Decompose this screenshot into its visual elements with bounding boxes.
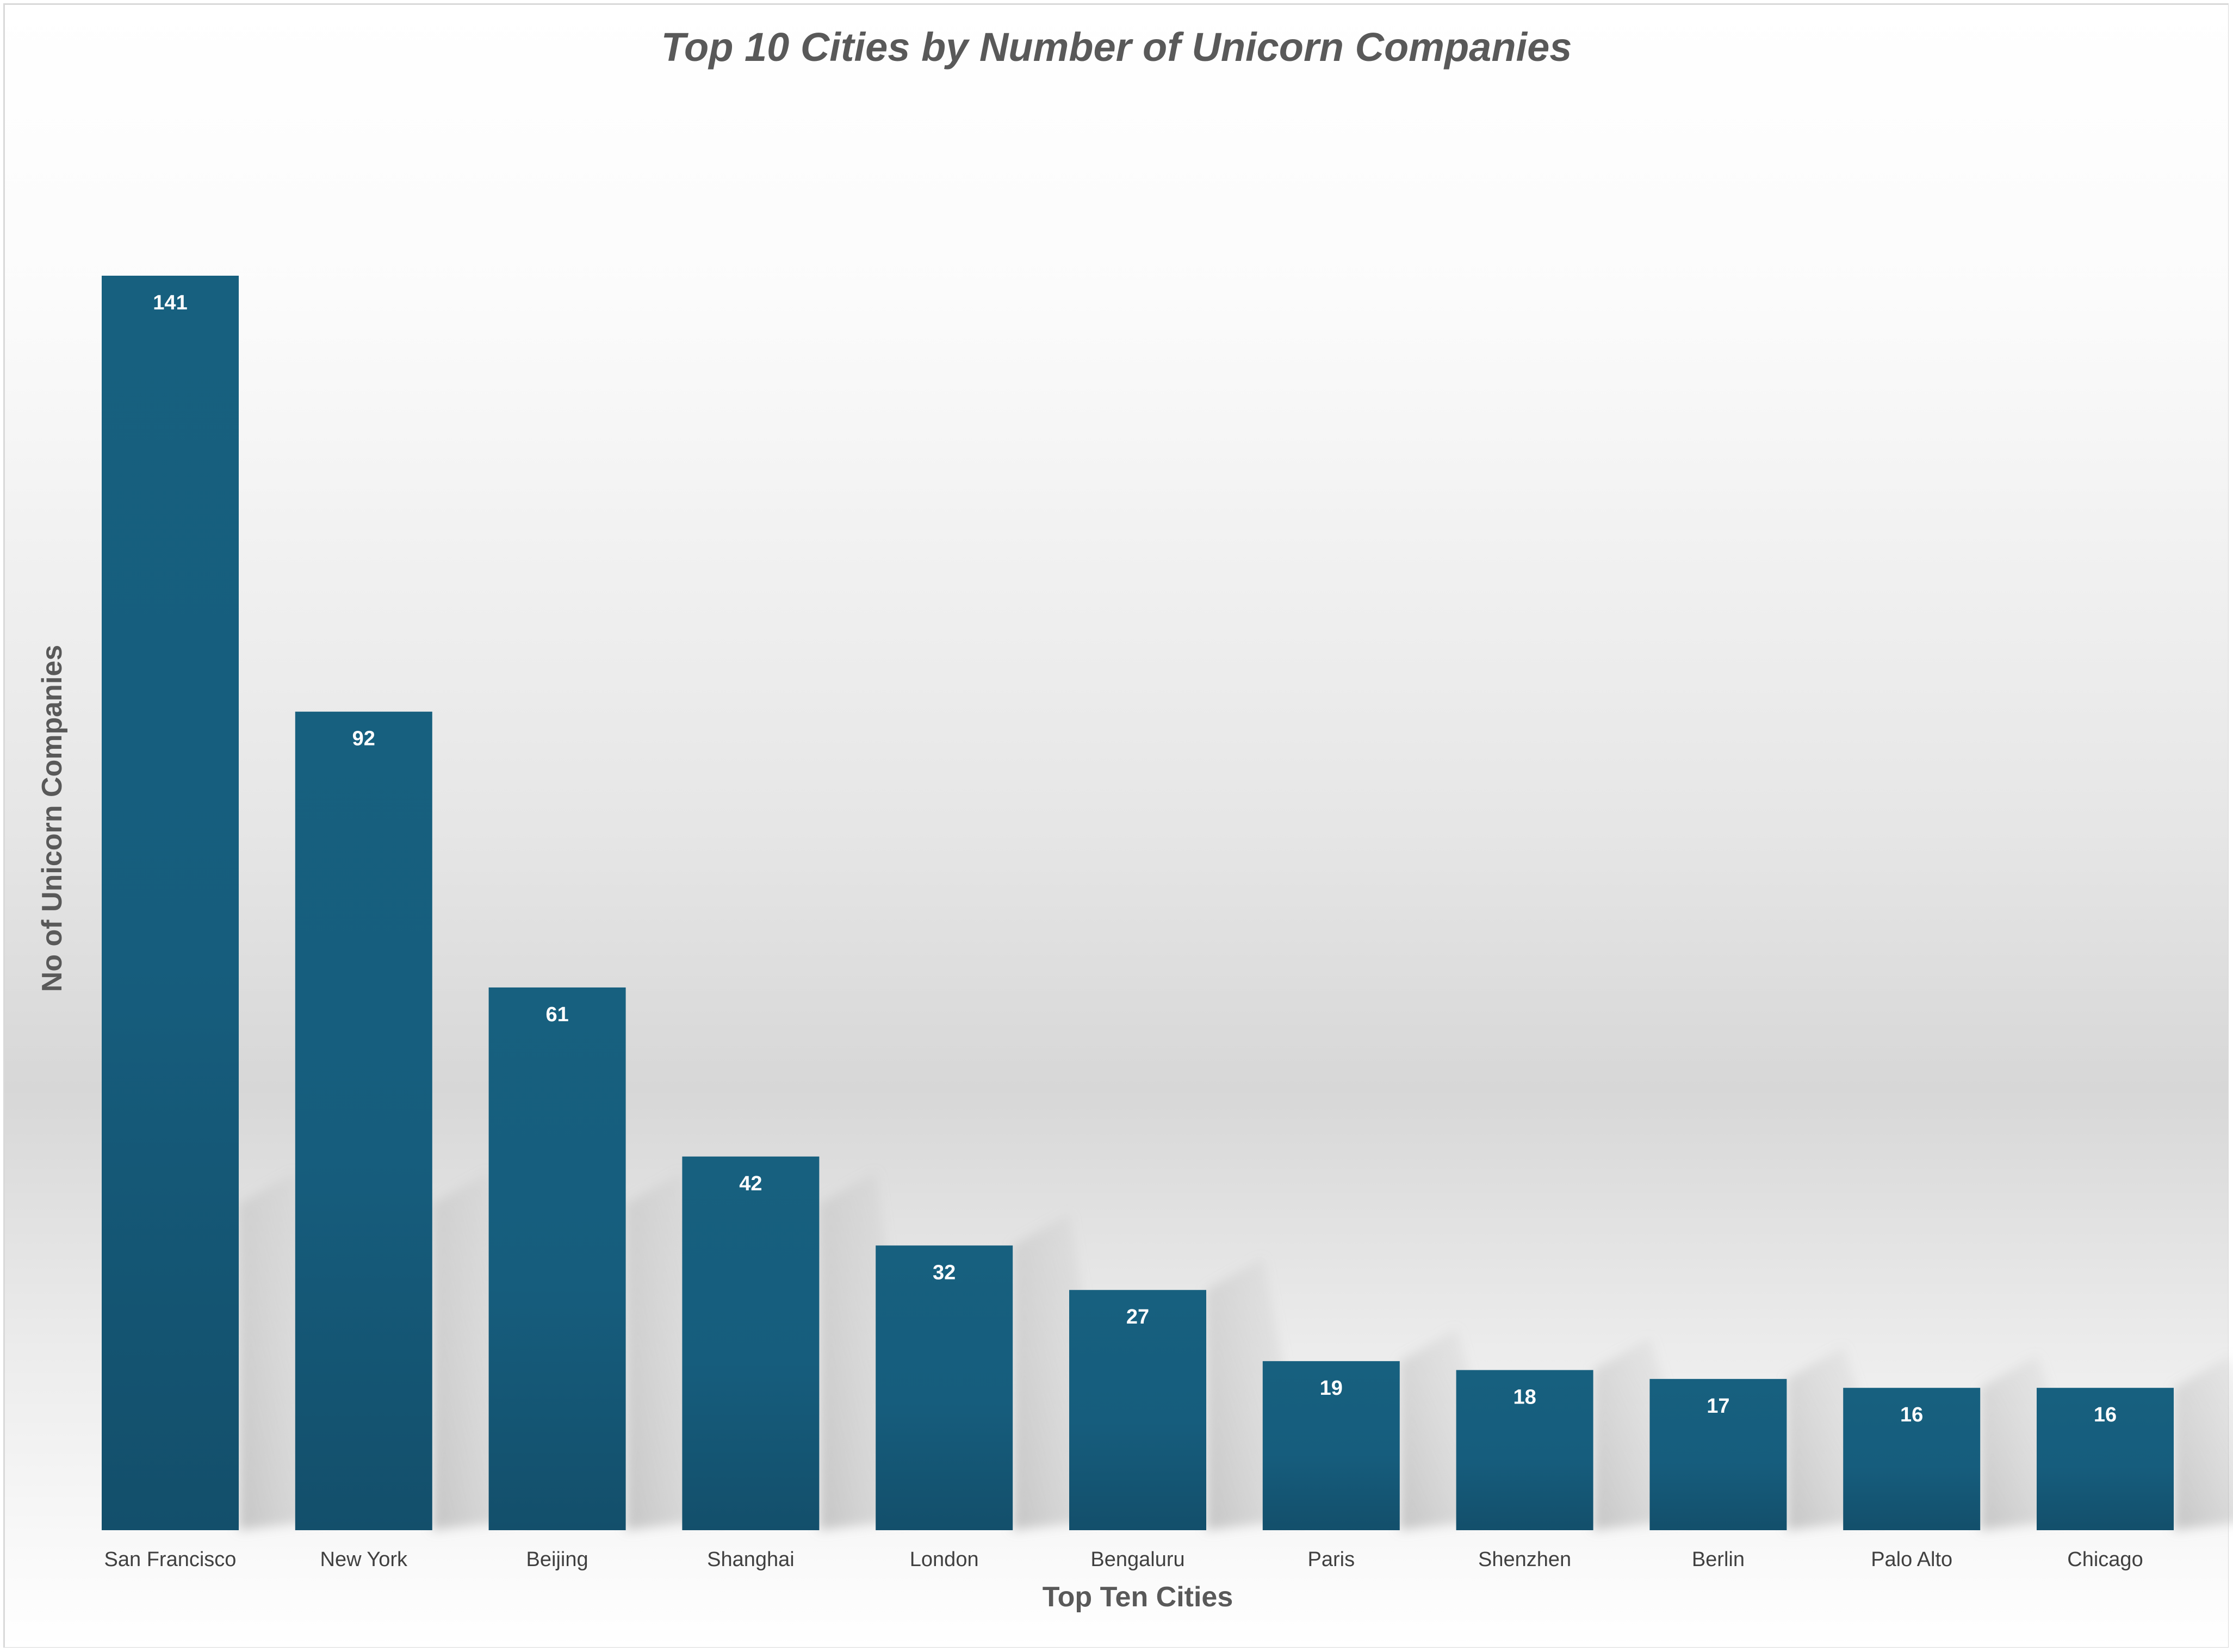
data-label-shanghai: 42 [739,1172,762,1195]
bar-san-francisco [102,276,239,1530]
data-label-shenzhen: 18 [1513,1386,1536,1408]
bar-shenzhen [1456,1370,1593,1530]
x-tick-label-london: London [910,1548,979,1571]
x-tick-label-berlin: Berlin [1692,1548,1745,1571]
bar-berlin [1649,1378,1787,1530]
x-tick-labels-group: San Francisco New York Beijing Shanghai Lond… [104,1548,2143,1571]
data-label-chicago: 16 [2094,1403,2117,1426]
data-label-bengaluru: 27 [1126,1306,1149,1328]
bar-palo-alto [1843,1388,1981,1530]
x-tick-label-beijing: Beijing [526,1548,588,1571]
bar-paris [1262,1361,1400,1530]
bar-bengaluru [1069,1290,1206,1530]
data-label-san-francisco: 141 [153,291,187,314]
bar-london [876,1245,1013,1530]
data-label-london: 32 [933,1261,956,1284]
data-labels-group: 141 92 61 42 32 27 19 18 17 16 16 [153,291,2117,1426]
data-label-palo-alto: 16 [1900,1403,1923,1426]
bars-group [102,276,2174,1530]
bar-shanghai [682,1156,820,1530]
data-label-paris: 19 [1320,1377,1343,1400]
bar-new-york [295,711,432,1530]
data-label-new-york: 92 [352,728,375,750]
x-tick-label-paris: Paris [1308,1548,1355,1571]
bar-beijing [488,987,626,1530]
x-tick-label-shanghai: Shanghai [707,1548,795,1571]
bar-chicago [2037,1388,2174,1530]
x-axis-title: Top Ten Cities [1043,1581,1233,1613]
x-tick-label-bengaluru: Bengaluru [1090,1548,1184,1571]
y-axis-title: No of Unicorn Companies [36,645,68,992]
chart-title: Top 10 Cities by Number of Unicorn Compa… [661,24,1572,70]
x-tick-label-san-francisco: San Francisco [104,1548,237,1571]
x-tick-label-palo-alto: Palo Alto [1871,1548,1952,1571]
x-tick-label-new-york: New York [320,1548,408,1571]
x-tick-label-chicago: Chicago [2067,1548,2143,1571]
data-label-beijing: 61 [545,1003,568,1026]
x-tick-label-shenzhen: Shenzhen [1478,1548,1571,1571]
data-label-berlin: 17 [1707,1395,1729,1418]
bar-shadow-chicago [2174,1355,2233,1530]
